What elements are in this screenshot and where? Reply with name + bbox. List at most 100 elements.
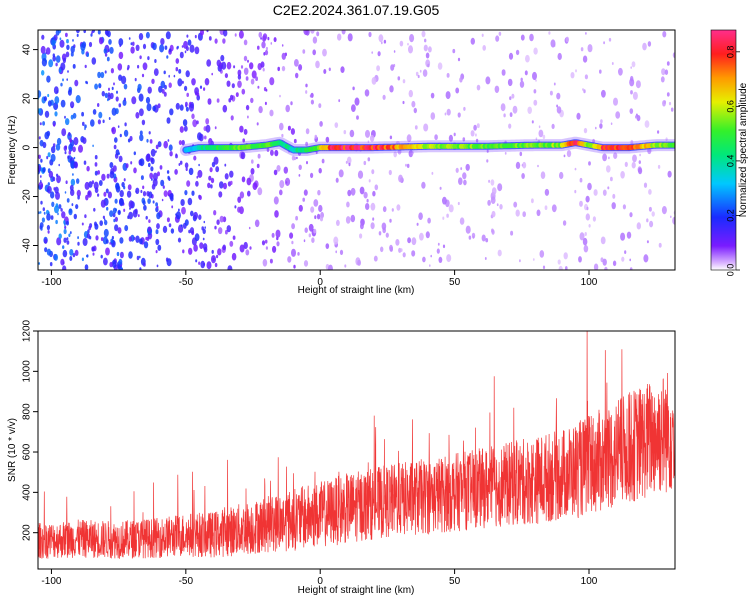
noise-blob (214, 262, 218, 268)
noise-blob (194, 233, 200, 242)
noise-blob (277, 66, 281, 72)
noise-blob (533, 99, 538, 106)
noise-blob (157, 244, 162, 251)
noise-blob (222, 104, 228, 113)
noise-blob (91, 180, 95, 185)
noise-blob (312, 36, 318, 44)
noise-blob (97, 193, 100, 197)
noise-blob (108, 117, 111, 120)
noise-blob (365, 129, 370, 138)
noise-blob (179, 51, 184, 59)
noise-blob (388, 169, 392, 176)
noise-blob (610, 122, 613, 125)
noise-blob (507, 78, 513, 87)
noise-blob (250, 97, 254, 104)
noise-blob (273, 37, 277, 43)
noise-blob (399, 40, 404, 47)
noise-blob (601, 89, 606, 98)
noise-blob (648, 189, 652, 195)
noise-blob (416, 222, 419, 226)
noise-blob (260, 61, 265, 68)
noise-blob (481, 234, 486, 242)
noise-blob (264, 49, 269, 56)
noise-blob (194, 34, 197, 39)
y-tick-label: 600 (22, 443, 33, 460)
noise-blob (95, 235, 99, 241)
noise-blob (446, 73, 450, 78)
noise-blob (83, 30, 86, 34)
noise-blob (127, 64, 130, 69)
y-tick-label: 400 (22, 484, 33, 501)
noise-blob (158, 85, 163, 93)
noise-blob (57, 212, 59, 216)
noise-blob (291, 248, 296, 257)
noise-blob (132, 209, 138, 218)
noise-blob (247, 115, 249, 119)
noise-blob (60, 62, 66, 71)
noise-blob (294, 59, 299, 67)
noise-blob (281, 52, 286, 60)
noise-blob (368, 31, 372, 38)
noise-blob (65, 51, 70, 58)
noise-blob (117, 125, 120, 128)
noise-blob (316, 31, 320, 37)
noise-blob (257, 45, 260, 50)
noise-blob (93, 181, 99, 190)
noise-blob (38, 90, 42, 98)
noise-blob (297, 252, 300, 256)
noise-blob (647, 41, 652, 47)
noise-blob (487, 199, 491, 206)
noise-blob (49, 262, 53, 267)
noise-blob (178, 208, 180, 212)
noise-blob (585, 195, 590, 203)
noise-blob (219, 181, 224, 189)
noise-blob (520, 34, 525, 41)
noise-blob (398, 247, 402, 253)
noise-blob (255, 76, 258, 81)
noise-blob (368, 179, 371, 183)
noise-blob (414, 125, 418, 130)
noise-blob (146, 155, 150, 161)
noise-blob (474, 133, 477, 137)
noise-blob (408, 45, 413, 54)
noise-blob (243, 55, 248, 62)
noise-blob (54, 96, 60, 105)
noise-blob (86, 52, 89, 58)
noise-blob (110, 68, 114, 74)
noise-blob (630, 66, 632, 69)
noise-blob (60, 82, 63, 87)
noise-blob (390, 64, 395, 71)
noise-blob (508, 52, 514, 60)
noise-blob (175, 154, 178, 159)
noise-blob (200, 260, 205, 269)
noise-blob (608, 37, 612, 42)
noise-blob (53, 34, 58, 41)
noise-blob (82, 238, 88, 246)
noise-blob (44, 238, 48, 244)
noise-blob (139, 108, 144, 117)
noise-blob (383, 39, 387, 44)
noise-blob (178, 69, 182, 74)
noise-blob (371, 169, 375, 175)
noise-blob (145, 96, 151, 104)
noise-blob (214, 225, 217, 230)
noise-blob (266, 147, 270, 152)
noise-blob (463, 106, 466, 111)
noise-blob (75, 204, 79, 210)
noise-blob (380, 246, 384, 253)
noise-blob (165, 31, 171, 40)
noise-blob (618, 67, 623, 76)
noise-blob (105, 247, 110, 256)
noise-blob (156, 212, 161, 220)
noise-blob (349, 129, 355, 138)
noise-blob (76, 178, 80, 184)
noise-blob (189, 101, 192, 105)
noise-blob (104, 92, 108, 98)
noise-blob (470, 37, 475, 45)
noise-blob (105, 239, 109, 244)
noise-blob (191, 113, 195, 120)
noise-blob (126, 190, 132, 198)
noise-blob (77, 195, 80, 200)
noise-blob (570, 72, 575, 79)
noise-blob (149, 139, 153, 144)
